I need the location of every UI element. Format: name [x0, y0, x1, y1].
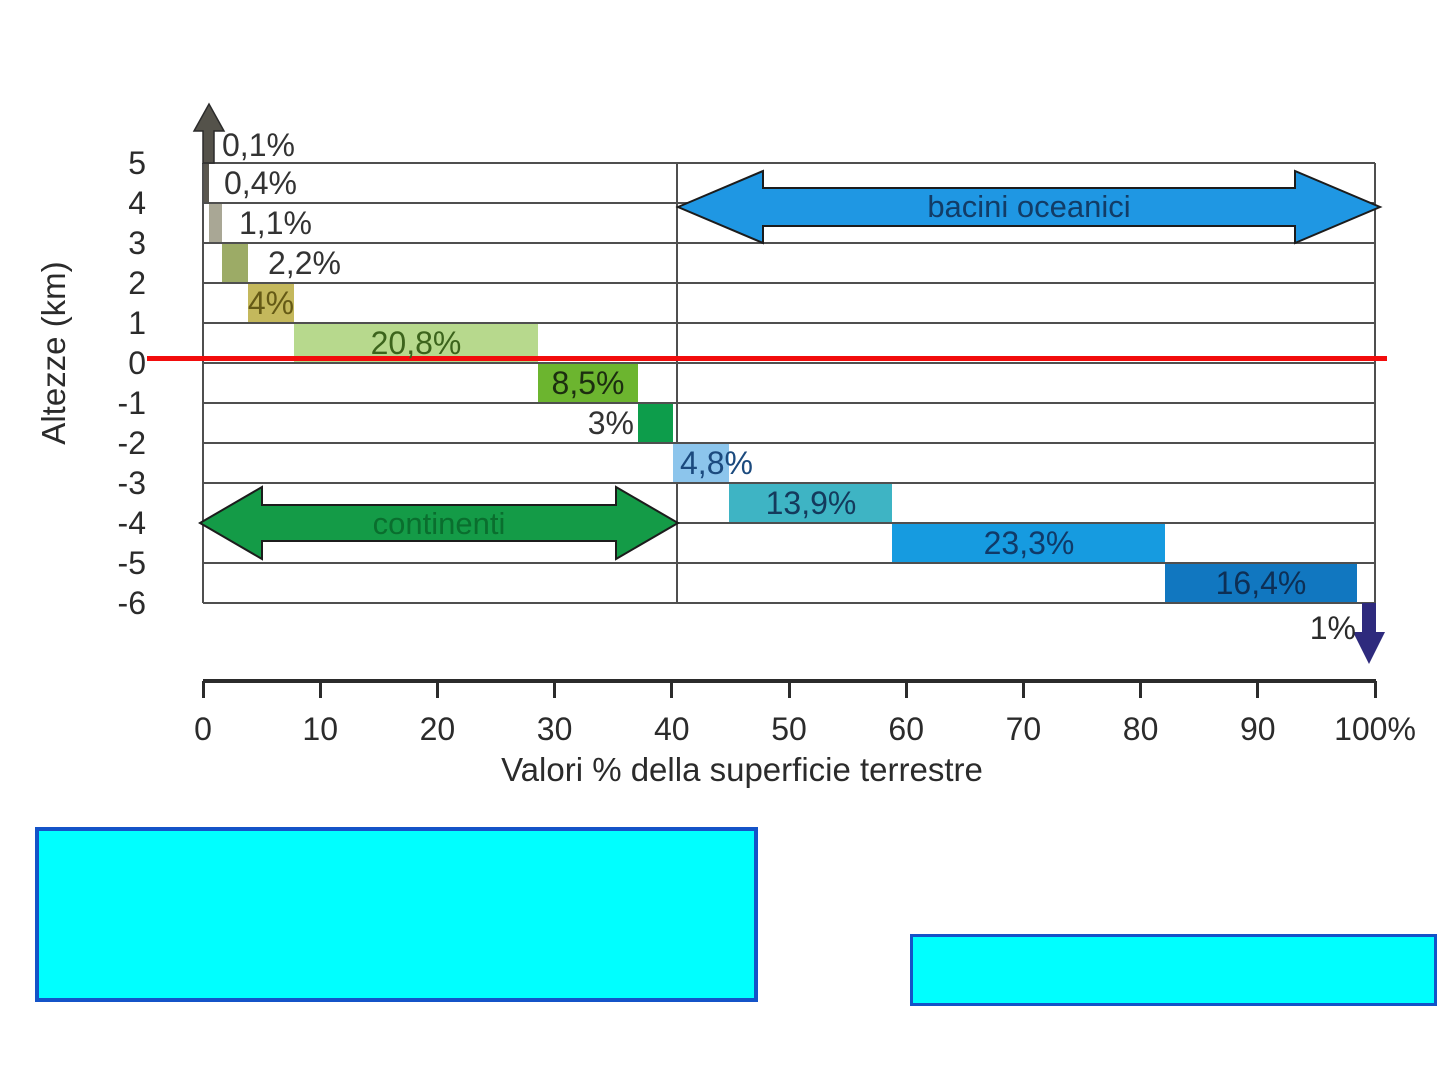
y-tick-label: 2: [128, 265, 146, 301]
y-tick-label: 3: [128, 225, 146, 261]
x-axis-tick: [904, 681, 908, 698]
chart-arrows-layer: [192, 102, 1385, 664]
bar-label: 1,1%: [239, 205, 312, 241]
x-tick-label: 0: [194, 711, 212, 747]
x-tick-label: 20: [419, 711, 456, 747]
bar-1,1%: [208, 203, 222, 243]
gridline: [203, 482, 1375, 484]
x-tick-label: 90: [1240, 711, 1276, 747]
x-axis-tick: [1256, 681, 1260, 698]
bar-0,4%: [204, 163, 209, 203]
x-axis-tick: [318, 681, 322, 698]
y-tick-label: 4: [128, 185, 146, 221]
y-tick-label: 5: [128, 145, 146, 181]
bar-label: 2,2%: [268, 245, 341, 281]
x-tick-label: 80: [1122, 711, 1159, 747]
bar-label: 0,4%: [224, 165, 297, 201]
up-arrow-icon: [192, 102, 226, 164]
bar-13,9%: [729, 483, 893, 523]
bar-8,5%: [538, 363, 638, 403]
y-tick-label: -1: [117, 385, 146, 421]
sea-level-line: [147, 356, 1387, 361]
bar-label: 1%: [1309, 610, 1356, 646]
bar-4,8%: [672, 443, 730, 483]
gridline: [203, 282, 1375, 284]
y-tick-label: -3: [117, 465, 146, 501]
gridline: [203, 322, 1375, 324]
x-axis-tick: [435, 681, 439, 698]
x-tick-label: 10: [302, 711, 338, 747]
y-tick-label: -4: [117, 505, 146, 541]
x-axis-tick: [201, 681, 205, 698]
plot-right-border: [1374, 163, 1376, 603]
gridline: [203, 362, 1375, 364]
gridline: [203, 202, 1375, 204]
x-tick-label: 30: [536, 711, 573, 747]
y-tick-label: 0: [128, 345, 146, 381]
highlight-box-right: [910, 934, 1437, 1006]
continent-ocean-divider: [676, 163, 678, 603]
gridline: [203, 442, 1375, 444]
gridline: [203, 562, 1375, 564]
x-tick-label: 60: [888, 711, 924, 747]
x-tick-label: 70: [1005, 711, 1042, 747]
x-tick-label: 40: [654, 711, 690, 747]
continents-arrow-label: continenti: [372, 506, 506, 541]
x-axis-tick: [553, 681, 557, 698]
x-axis-title: Valori % della superficie terrestre: [501, 751, 983, 788]
bar-23,3%: [892, 523, 1166, 563]
bar-label: 3%: [587, 405, 634, 441]
gridline: [203, 242, 1375, 244]
gridline: [203, 402, 1375, 404]
x-axis-tick: [1139, 681, 1143, 698]
x-tick-label: 50: [771, 711, 807, 747]
highlight-box-left: [35, 827, 758, 1002]
hypsographic-chart: Altezze (km) Valori % della superficie t…: [35, 102, 1416, 788]
x-axis-tick: [670, 681, 674, 698]
bar-4%: [247, 283, 295, 323]
x-axis-tick: [787, 681, 791, 698]
x-axis-tick: [1021, 681, 1025, 698]
bar-16,4%: [1165, 563, 1358, 603]
gridline: [203, 162, 1375, 164]
down-arrow-icon: [1353, 603, 1385, 664]
bar-label: 0,1%: [222, 127, 295, 163]
x-axis-tick: [1373, 681, 1377, 698]
gridline: [203, 602, 1375, 604]
oceans-arrow-label: bacini oceanici: [927, 189, 1131, 224]
y-axis-title: Altezze (km): [35, 261, 72, 445]
y-tick-label: -5: [117, 545, 146, 581]
y-tick-label: -6: [117, 585, 146, 621]
oceans-double-arrow-icon: [675, 169, 1383, 245]
y-tick-label: -2: [117, 425, 146, 461]
plot-left-border: [202, 163, 204, 603]
gridline: [203, 522, 1375, 524]
bar-3%: [637, 403, 673, 443]
bar-2,2%: [221, 243, 248, 283]
y-tick-label: 1: [128, 305, 146, 341]
x-tick-label: 100%: [1334, 711, 1416, 747]
